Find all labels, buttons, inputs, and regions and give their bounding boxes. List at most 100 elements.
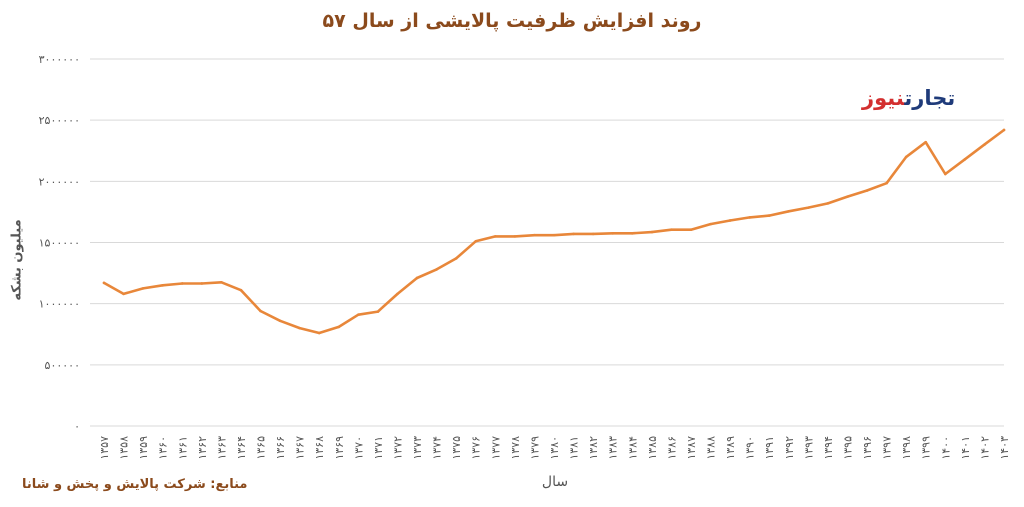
x-tick-label: ۱۳۶۳ bbox=[215, 436, 228, 460]
data-point bbox=[317, 331, 321, 335]
data-point bbox=[670, 228, 673, 231]
logo-part-2: نیوز bbox=[862, 86, 905, 110]
x-tick-label: ۱۳۶۷ bbox=[294, 436, 307, 460]
data-point bbox=[415, 276, 419, 280]
data-point bbox=[435, 268, 438, 271]
x-tick-label: ۱۳۶۱ bbox=[176, 436, 189, 460]
data-point bbox=[846, 195, 849, 198]
x-tick-label: ۱۳۵۹ bbox=[137, 436, 150, 460]
series-line bbox=[102, 128, 1006, 335]
x-tick-label: ۱۳۷۱ bbox=[372, 436, 385, 460]
x-tick-label: ۱۳۸۶ bbox=[665, 436, 678, 460]
x-tick-label: ۱۳۶۰ bbox=[157, 436, 170, 460]
data-point bbox=[591, 232, 595, 236]
data-point bbox=[474, 239, 478, 243]
data-point bbox=[180, 282, 184, 285]
data-point bbox=[357, 313, 360, 316]
x-tick-label: ۱۳۸۹ bbox=[724, 436, 737, 460]
logo-part-1: تجارت bbox=[904, 86, 956, 110]
y-tick-label: ۳۰۰۰۰۰۰ bbox=[39, 53, 80, 66]
data-point bbox=[787, 210, 791, 213]
x-tick-label: ۱۳۸۱ bbox=[568, 436, 581, 460]
x-tick-label: ۱۳۷۲ bbox=[391, 436, 404, 460]
data-point bbox=[533, 233, 536, 237]
x-tick-label: ۱۴۰۱ bbox=[959, 436, 972, 460]
data-point bbox=[885, 181, 888, 185]
x-tick-label: ۱۳۵۸ bbox=[118, 436, 131, 460]
x-tick-label: ۱۳۹۲ bbox=[783, 436, 796, 460]
x-tick-label: ۱۳۹۹ bbox=[920, 436, 933, 460]
data-point bbox=[1002, 128, 1006, 132]
data-point bbox=[454, 257, 458, 260]
x-tick-label: ۱۳۸۴ bbox=[626, 436, 639, 460]
data-point bbox=[983, 143, 986, 146]
x-tick-label: ۱۳۹۸ bbox=[900, 436, 913, 460]
data-point bbox=[220, 280, 223, 284]
x-tick-label: ۱۳۷۸ bbox=[509, 436, 522, 460]
data-point bbox=[748, 216, 751, 219]
y-tick-label: ۱۰۰۰۰۰۰ bbox=[39, 298, 80, 311]
x-tick-label: ۱۳۹۰ bbox=[744, 436, 757, 460]
y-tick-label: ۰ bbox=[74, 420, 80, 433]
brand-logo: تجارتنیوز bbox=[862, 86, 955, 110]
x-tick-label: ۱۳۶۶ bbox=[274, 436, 287, 460]
data-point bbox=[767, 214, 771, 217]
data-point bbox=[141, 287, 145, 290]
series-layer bbox=[102, 128, 1006, 335]
y-tick-layer: ۰ ۵۰۰۰۰۰ ۱۰۰۰۰۰۰ ۱۵۰۰۰۰۰ ۲۰۰۰۰۰۰ ۲۵۰۰۰۰۰ ۳۰۰۰۰… bbox=[39, 53, 80, 433]
y-tick-label: ۲۵۰۰۰۰۰ bbox=[39, 114, 80, 127]
x-tick-label: ۱۳۸۷ bbox=[685, 436, 698, 460]
data-point bbox=[337, 325, 341, 329]
x-tick-label: ۱۳۶۸ bbox=[313, 436, 326, 460]
data-point bbox=[396, 292, 399, 296]
chart-title: روند افزایش ظرفیت پالایشی از سال ۵۷ bbox=[322, 10, 702, 32]
x-tick-label: ۱۳۵۷ bbox=[98, 436, 111, 460]
data-point bbox=[494, 235, 497, 238]
x-tick-label: ۱۳۸۵ bbox=[646, 436, 659, 460]
data-point bbox=[572, 232, 575, 236]
x-tick-label: ۱۴۰۰ bbox=[939, 436, 952, 460]
data-point bbox=[963, 158, 967, 161]
x-tick-label: ۱۴۰۲ bbox=[978, 436, 991, 460]
data-point bbox=[650, 230, 654, 234]
x-tick-label: ۱۳۸۳ bbox=[607, 436, 620, 460]
y-tick-label: ۲۰۰۰۰۰۰ bbox=[39, 175, 80, 188]
data-point bbox=[122, 292, 125, 296]
source-note: منابع: شرکت پالایش و پخش و شانا bbox=[22, 477, 248, 492]
data-point bbox=[239, 288, 243, 292]
data-point bbox=[259, 309, 262, 313]
x-tick-label: ۱۳۷۹ bbox=[528, 436, 541, 460]
data-point bbox=[924, 140, 928, 144]
data-point bbox=[376, 310, 380, 313]
data-point bbox=[278, 319, 282, 323]
x-tick-label: ۱۳۹۷ bbox=[881, 436, 894, 460]
data-point bbox=[807, 206, 810, 209]
data-point bbox=[102, 281, 106, 285]
x-tick-label: ۱۳۷۶ bbox=[470, 436, 483, 460]
x-tick-label: ۱۳۶۹ bbox=[333, 436, 346, 460]
x-tick-label: ۱۳۹۵ bbox=[841, 436, 854, 460]
x-tick-label: ۱۳۶۲ bbox=[196, 436, 209, 460]
data-point bbox=[865, 189, 869, 192]
grid-layer bbox=[90, 58, 1004, 427]
x-tick-label: ۱۳۹۳ bbox=[802, 436, 815, 460]
x-tick-label: ۱۴۰۳ bbox=[998, 436, 1011, 460]
x-tick-label: ۱۳۸۲ bbox=[587, 436, 600, 460]
x-tick-label: ۱۳۶۵ bbox=[255, 436, 268, 460]
x-tick-label: ۱۳۷۳ bbox=[411, 436, 424, 460]
x-tick-label: ۱۳۹۱ bbox=[763, 436, 776, 460]
data-point bbox=[728, 219, 732, 222]
x-tick-label: ۱۳۷۰ bbox=[352, 436, 365, 460]
x-tick-label: ۱۳۹۶ bbox=[861, 436, 874, 460]
x-tick-label: ۱۳۷۵ bbox=[450, 436, 463, 460]
x-tick-label: ۱۳۸۸ bbox=[705, 436, 718, 460]
x-tick-layer: ۱۳۵۷ ۱۳۵۸ ۱۳۵۹ ۱۳۶۰ ۱۳۶۱ ۱۳۶۲ ۱۳۶۳ ۱۳۶۴ ۱۳۶۵ ۱۳۶۶… bbox=[98, 436, 1011, 460]
x-tick-label: ۱۳۷۷ bbox=[489, 436, 502, 460]
x-axis-label: سال bbox=[541, 474, 569, 490]
data-point bbox=[904, 155, 908, 159]
y-tick-label: ۵۰۰۰۰۰ bbox=[45, 359, 80, 372]
data-point bbox=[944, 172, 947, 176]
data-point bbox=[513, 235, 517, 238]
data-point bbox=[161, 284, 164, 287]
